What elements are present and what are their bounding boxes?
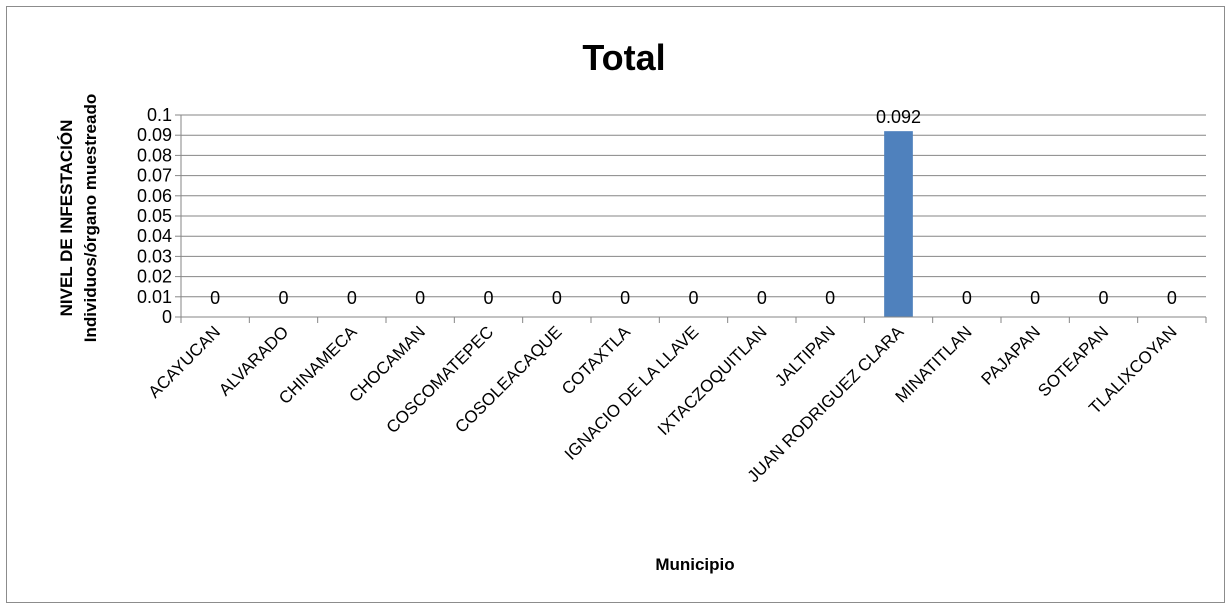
data-label: 0 [415, 288, 425, 308]
bars [884, 131, 913, 317]
y-tick-label: 0 [162, 307, 172, 327]
x-axis-ticks: ACAYUCANALVARADOCHINAMECACHOCAMANCOSCOMA… [145, 317, 1206, 486]
chart-title: Total [582, 37, 665, 78]
y-tick-label: 0.07 [137, 166, 172, 186]
data-labels: 0 0 0 0 0 0 0 0 0 0 0.092 0 0 0 0 [210, 107, 1177, 308]
y-tick-label: 0.03 [137, 246, 172, 266]
data-label: 0 [552, 288, 562, 308]
y-tick-label: 0.01 [137, 287, 172, 307]
data-label: 0 [483, 288, 493, 308]
data-label: 0 [825, 288, 835, 308]
y-axis-title-line1: NIVEL DE INFESTACIÓN [57, 120, 76, 317]
x-tick-label: JALTIPAN [771, 322, 839, 390]
y-tick-label: 0.06 [137, 186, 172, 206]
data-label: 0 [1030, 288, 1040, 308]
y-tick-label: 0.04 [137, 226, 172, 246]
gridlines [181, 115, 1206, 317]
y-tick-label: 0.05 [137, 206, 172, 226]
data-label: 0 [210, 288, 220, 308]
y-axis-title-line2: Individuos/órgano muestreado [81, 94, 100, 342]
x-axis-title: Municipio [655, 555, 734, 574]
y-tick-label: 0.08 [137, 145, 172, 165]
data-label: 0 [278, 288, 288, 308]
y-axis-ticks: 00.010.020.030.040.050.060.070.080.090.1 [137, 105, 181, 327]
x-tick-label: ACAYUCAN [145, 322, 224, 401]
data-label: 0 [620, 288, 630, 308]
data-label: 0 [688, 288, 698, 308]
y-tick-label: 0.02 [137, 267, 172, 287]
data-label: 0 [757, 288, 767, 308]
x-tick-label: IGNACIO DE LA LLAVE [561, 322, 702, 463]
data-label: 0 [1167, 288, 1177, 308]
bar [884, 131, 913, 317]
data-label: 0 [962, 288, 972, 308]
x-tick-label: PAJAPAN [978, 322, 1044, 388]
data-label: 0 [347, 288, 357, 308]
y-tick-label: 0.09 [137, 125, 172, 145]
y-tick-label: 0.1 [147, 105, 172, 125]
data-label: 0 [1098, 288, 1108, 308]
data-label: 0.092 [876, 107, 921, 127]
